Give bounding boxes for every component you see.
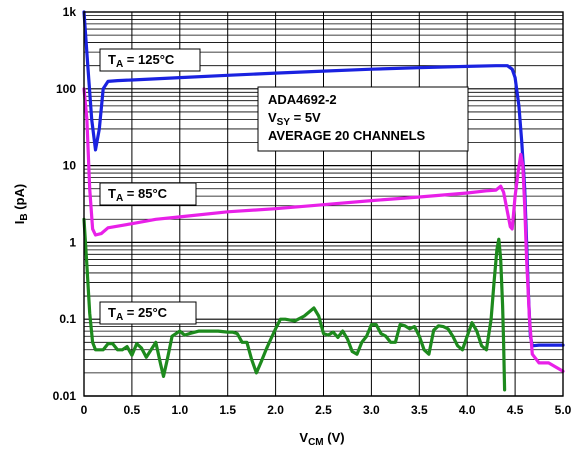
x-tick-label: 3.5 (411, 403, 428, 417)
x-tick-label: 5.0 (555, 403, 572, 417)
x-tick-labels: 0 0.5 1.0 1.5 2.0 2.5 3.0 3.5 4.0 4.5 5.0 (81, 403, 572, 417)
x-tick-label: 0.5 (124, 403, 141, 417)
label-bg-85 (99, 182, 197, 206)
label-125c: TA = 125°C (108, 52, 175, 70)
y-tick-label: 100 (56, 82, 76, 96)
y-tick-label: 1k (63, 5, 77, 19)
y-tick-label: 1 (69, 235, 76, 249)
annotation-average: AVERAGE 20 CHANNELS (268, 128, 426, 143)
x-tick-label: 3.0 (363, 403, 380, 417)
x-tick-label: 2.0 (267, 403, 284, 417)
x-tick-label: 2.5 (315, 403, 332, 417)
series-line-2 (82, 217, 507, 392)
label-25c: TA = 25°C (108, 305, 168, 323)
x-tick-label: 4.0 (459, 403, 476, 417)
series-line-1 (82, 87, 565, 373)
plot-frame (83, 11, 564, 397)
y-tick-labels: 0.01 0.1 1 10 100 1k (53, 5, 77, 403)
annotation-box (257, 86, 469, 152)
annotation-supply-rest: = 5V (290, 110, 321, 125)
x-tick-label: 4.5 (507, 403, 524, 417)
y-tick-label: 10 (63, 159, 77, 173)
annotation-supply-main: V (268, 110, 277, 125)
x-tick-label: 0 (81, 403, 88, 417)
y-tick-label: 0.1 (59, 312, 76, 326)
label-bg-125 (99, 48, 201, 72)
x-axis-title: VCM (V) (299, 430, 344, 448)
series-group (82, 10, 565, 392)
annotation-supply-sub: SY (277, 117, 291, 128)
y-tick-label: 0.01 (53, 389, 77, 403)
x-tick-label: 1.5 (219, 403, 236, 417)
annotation-supply-voltage: VSY = 5V (268, 110, 321, 128)
x-tick-label: 1.0 (171, 403, 188, 417)
label-85c: TA = 85°C (108, 186, 168, 204)
y-axis-title: IB (pA) (12, 184, 30, 224)
label-bg-25 (99, 301, 197, 325)
annotation-part-number: ADA4692-2 (268, 92, 337, 107)
